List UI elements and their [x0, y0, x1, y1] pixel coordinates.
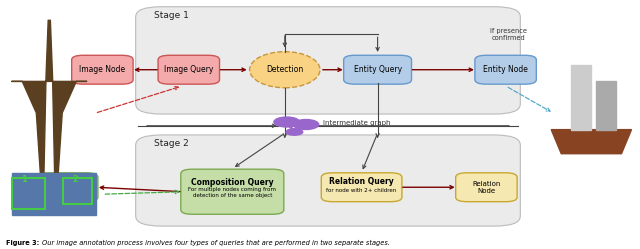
- FancyBboxPatch shape: [36, 173, 98, 202]
- Text: If presence
confirmed: If presence confirmed: [490, 28, 527, 41]
- Ellipse shape: [250, 52, 320, 88]
- Text: Image Node: Image Node: [79, 65, 125, 74]
- Text: detection of the same object: detection of the same object: [193, 193, 272, 198]
- Text: Detection: Detection: [266, 65, 303, 74]
- Text: Stage 2: Stage 2: [154, 139, 188, 148]
- Circle shape: [293, 120, 319, 129]
- Circle shape: [286, 129, 303, 135]
- Text: Stage 1: Stage 1: [154, 11, 188, 20]
- Text: Relation Query: Relation Query: [329, 177, 394, 186]
- Text: Intermediate graph: Intermediate graph: [323, 120, 390, 126]
- Text: Composition Query: Composition Query: [191, 178, 274, 187]
- FancyBboxPatch shape: [158, 55, 220, 84]
- FancyBboxPatch shape: [136, 135, 520, 226]
- Text: Image Query: Image Query: [164, 65, 214, 74]
- Text: Composition
Node: Composition Node: [45, 181, 89, 194]
- FancyBboxPatch shape: [475, 55, 536, 84]
- Text: Our image annotation process involves four types of queries that are performed i: Our image annotation process involves fo…: [42, 240, 390, 246]
- Text: Entity Query: Entity Query: [353, 65, 402, 74]
- Text: Relation
Node: Relation Node: [472, 181, 500, 194]
- FancyBboxPatch shape: [456, 173, 517, 202]
- Text: Entity Node: Entity Node: [483, 65, 528, 74]
- FancyBboxPatch shape: [180, 169, 284, 214]
- FancyBboxPatch shape: [344, 55, 412, 84]
- Text: for node with 2+ children: for node with 2+ children: [326, 188, 397, 193]
- FancyBboxPatch shape: [72, 55, 133, 84]
- FancyBboxPatch shape: [321, 173, 402, 202]
- FancyBboxPatch shape: [136, 7, 520, 114]
- Circle shape: [274, 117, 300, 127]
- Text: Figure 3:: Figure 3:: [6, 240, 42, 246]
- Text: For multiple nodes coming from: For multiple nodes coming from: [188, 187, 276, 192]
